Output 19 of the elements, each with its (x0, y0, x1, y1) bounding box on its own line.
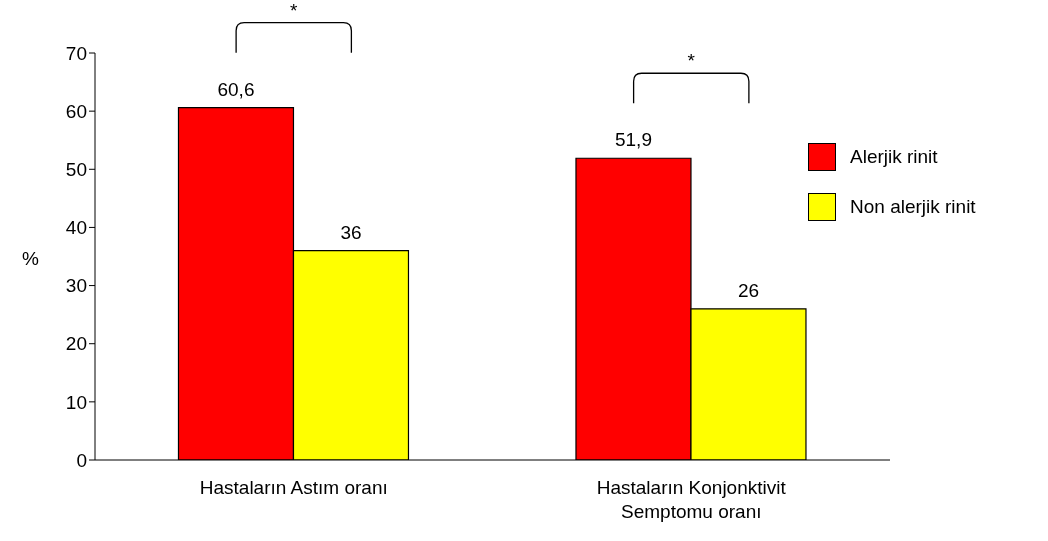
legend-label: Alerjik rinit (850, 146, 938, 168)
y-tick-label: 20 (65, 333, 87, 355)
y-tick-label: 70 (65, 42, 87, 64)
y-axis-title: % (22, 247, 39, 269)
x-tick-label: Hastaların Konjonktivit Semptomu oranı (596, 477, 787, 522)
x-tick-label: Hastaların Astım oranı (199, 477, 388, 498)
data-label: 60,6 (217, 78, 255, 100)
y-tick-label: 10 (65, 391, 87, 413)
y-tick-label: 40 (65, 217, 87, 239)
data-label: 51,9 (614, 129, 652, 151)
y-tick-label: 30 (65, 275, 87, 297)
data-label: 26 (737, 279, 760, 301)
data-label: 36 (340, 221, 362, 243)
y-tick-label: 60 (65, 100, 87, 122)
legend-label: Non alerjik rinit (850, 196, 976, 218)
y-tick-label: 0 (76, 449, 87, 471)
y-tick-label: 50 (65, 159, 87, 181)
annotation: * (687, 50, 696, 72)
text: * (290, 0, 299, 21)
